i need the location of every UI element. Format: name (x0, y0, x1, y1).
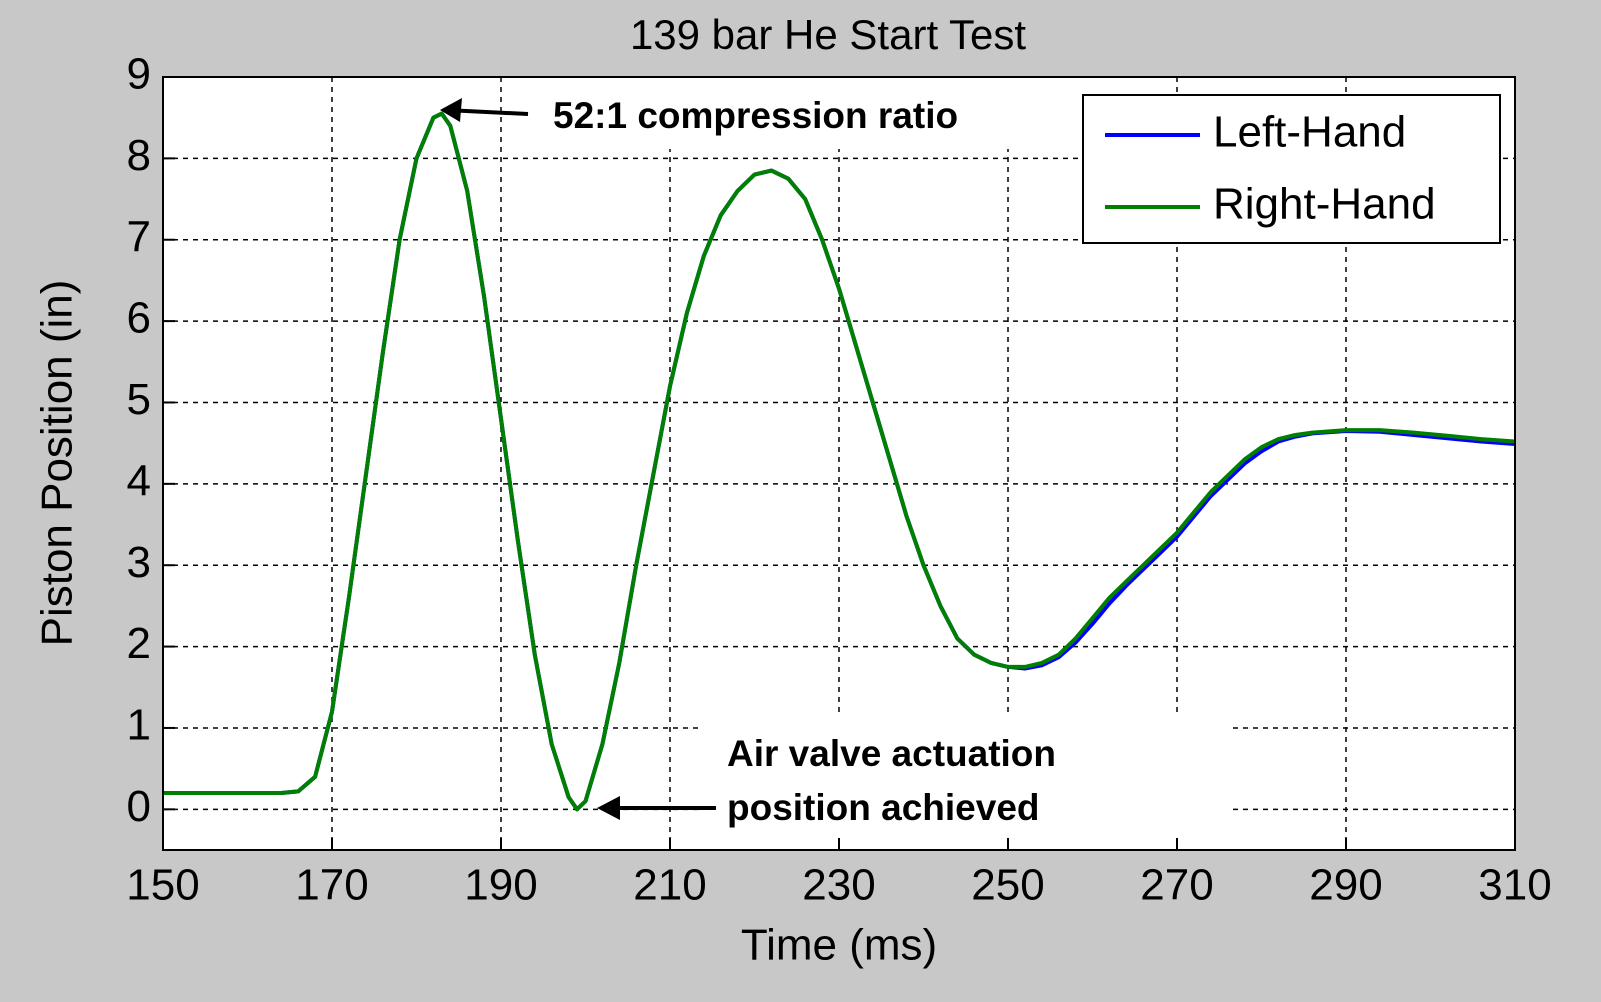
annotation: position achieved (727, 787, 1040, 828)
annotation-box (528, 77, 1083, 149)
legend-label: Right-Hand (1213, 180, 1436, 229)
y-tick-label: 3 (127, 538, 151, 587)
x-tick-label: 310 (1478, 861, 1551, 910)
line-series (163, 111, 1516, 812)
y-tick-label: 7 (127, 212, 151, 261)
lines (163, 111, 1516, 812)
x-tick-label: 230 (802, 861, 875, 910)
y-tick-label: 2 (127, 619, 151, 668)
x-tick-label: 190 (464, 861, 537, 910)
x-tick-label: 270 (1140, 861, 1213, 910)
y-tick-label: 9 (127, 50, 151, 99)
x-axis-label: Time (ms) (741, 921, 937, 970)
x-tick-label: 150 (126, 861, 199, 910)
x-tick-label: 170 (295, 861, 368, 910)
y-tick-label: 8 (127, 131, 151, 180)
y-tick-label: 6 (127, 294, 151, 343)
x-tick-label: 210 (633, 861, 706, 910)
y-axis-label: Piston Position (in) (33, 280, 82, 647)
annotation: Air valve actuation (727, 733, 1056, 774)
x-tick-label: 290 (1309, 861, 1382, 910)
arrow (597, 796, 716, 820)
y-tick-label: 1 (127, 701, 151, 750)
annotation-box (700, 716, 1233, 848)
y-tick-label: 4 (127, 456, 151, 505)
legend-entries: Left-Hand Right-Hand (1105, 108, 1436, 229)
chart-title: 139 bar He Start Test (630, 11, 1026, 58)
arrow (440, 98, 529, 122)
annotation: 52:1 compression ratio (553, 95, 958, 136)
y-tick-label: 0 (127, 782, 151, 831)
x-tick-label: 250 (971, 861, 1044, 910)
y-tick-label: 5 (127, 375, 151, 424)
legend (1082, 94, 1501, 244)
legend-label: Left-Hand (1213, 108, 1406, 157)
